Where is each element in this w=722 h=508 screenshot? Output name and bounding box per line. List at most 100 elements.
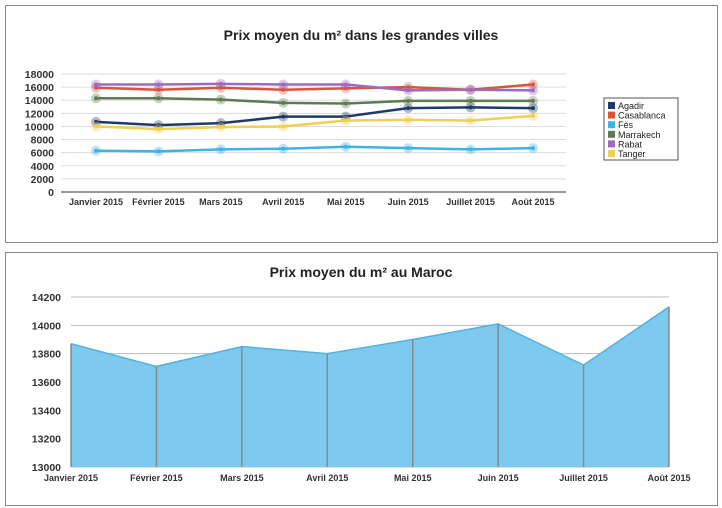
legend-swatch xyxy=(608,121,615,129)
chart-title: Prix moyen du m² dans les grandes villes xyxy=(224,27,499,43)
data-point-center xyxy=(531,82,535,87)
morocco-price-chart-panel: Prix moyen du m² au Maroc 13000 13200 1340… xyxy=(5,252,718,506)
legend-label: Marrakech xyxy=(618,130,661,140)
legend-swatch xyxy=(608,130,615,138)
data-point-center xyxy=(468,147,473,152)
series-line-fès xyxy=(95,145,534,153)
data-point-center xyxy=(531,98,535,103)
data-point-center xyxy=(468,98,473,103)
data-point-center xyxy=(531,88,535,93)
data-point-center xyxy=(406,85,411,90)
y-tick-label: 13000 xyxy=(32,462,61,474)
y-tick-label: 2000 xyxy=(31,174,55,186)
x-tick-label: Juillet 2015 xyxy=(446,197,495,207)
x-tick-label: Avril 2015 xyxy=(306,473,348,483)
data-point-center xyxy=(531,113,535,118)
data-point-center xyxy=(531,146,535,151)
x-tick-label: Janvier 2015 xyxy=(69,197,123,207)
data-point-center xyxy=(343,86,348,91)
data-point-center xyxy=(343,82,348,87)
legend-label: Fès xyxy=(618,120,634,130)
x-tick-label: Mars 2015 xyxy=(220,473,264,483)
data-point-center xyxy=(156,96,161,101)
x-tick-label: Août 2015 xyxy=(511,197,554,207)
x-tick-label: Mai 2015 xyxy=(327,197,365,207)
y-tick-label: 10000 xyxy=(25,121,54,133)
legend-box xyxy=(603,97,679,161)
legend-label: Tanger xyxy=(618,149,646,159)
data-point-center xyxy=(218,125,223,130)
data-point-center xyxy=(406,106,411,111)
legend-swatch xyxy=(608,150,615,157)
legend-swatch xyxy=(608,140,615,148)
data-point-center xyxy=(94,96,98,101)
y-tick-label: 14200 xyxy=(32,292,61,304)
x-tick-label: Juillet 2015 xyxy=(559,473,608,483)
x-tick-label: Février 2015 xyxy=(130,473,183,483)
data-point-center xyxy=(218,85,223,90)
data-point-center xyxy=(94,148,98,153)
data-point-center xyxy=(94,82,98,87)
x-tick-label: Janvier 2015 xyxy=(44,473,98,483)
y-tick-label: 13800 xyxy=(32,349,61,361)
data-point-center xyxy=(281,82,286,87)
data-point-center xyxy=(94,85,98,90)
data-point-center xyxy=(156,123,161,128)
y-tick-label: 18000 xyxy=(25,69,54,81)
series-line-tanger xyxy=(95,114,534,131)
city-price-chart-panel: Prix moyen du m² dans les grandes villes… xyxy=(5,5,718,243)
legend-label: Rabat xyxy=(618,139,643,149)
data-point-center xyxy=(281,87,286,92)
data-point-center xyxy=(406,117,411,122)
series-line-agadir xyxy=(95,106,534,127)
city-price-chart: Prix moyen du m² dans les grandes villes… xyxy=(25,27,679,207)
data-point-center xyxy=(218,81,223,86)
series-line-rabat xyxy=(96,82,534,92)
y-tick-label: 8000 xyxy=(31,135,55,147)
data-point-center xyxy=(218,97,223,102)
legend-label: Casablanca xyxy=(618,111,666,121)
data-point-center xyxy=(218,147,223,152)
legend-swatch xyxy=(608,102,615,109)
x-tick-label: Juin 2015 xyxy=(388,197,429,207)
x-tick-label: Juin 2015 xyxy=(478,473,519,483)
data-point-center xyxy=(281,114,286,119)
data-point-center xyxy=(281,100,286,105)
data-point-center xyxy=(156,149,161,154)
y-tick-label: 16000 xyxy=(25,82,54,94)
data-point-center xyxy=(281,146,286,151)
y-tick-label: 0 xyxy=(48,187,54,199)
y-tick-label: 13600 xyxy=(32,377,61,389)
y-tick-label: 14000 xyxy=(32,320,61,332)
x-tick-label: Avril 2015 xyxy=(262,197,304,207)
y-tick-label: 13200 xyxy=(32,434,61,446)
legend-swatch xyxy=(608,111,615,119)
data-point-center xyxy=(406,146,411,151)
data-point-center xyxy=(343,144,348,149)
data-point-center xyxy=(343,101,348,106)
data-point-center xyxy=(406,88,411,93)
data-point-center xyxy=(156,82,161,87)
x-tick-label: Mars 2015 xyxy=(199,197,243,207)
y-tick-label: 4000 xyxy=(31,161,55,173)
x-tick-label: Février 2015 xyxy=(132,197,185,207)
data-point-center xyxy=(343,118,348,123)
data-point-center xyxy=(156,127,161,132)
morocco-price-chart: Prix moyen du m² au Maroc 13000 13200 1340… xyxy=(32,264,691,483)
y-tick-label: 12000 xyxy=(25,108,54,120)
area-line xyxy=(70,306,670,368)
y-tick-label: 13400 xyxy=(32,405,61,417)
area-fill xyxy=(71,306,669,467)
x-tick-label: Août 2015 xyxy=(647,473,690,483)
data-point-center xyxy=(531,106,535,111)
data-point-center xyxy=(281,124,286,129)
data-point-center xyxy=(468,87,473,92)
x-tick-label: Mai 2015 xyxy=(394,473,432,483)
data-point-center xyxy=(94,124,98,129)
data-point-center xyxy=(94,119,98,124)
series-line-marrakech xyxy=(96,97,533,105)
data-point-center xyxy=(343,114,348,119)
legend-label: Agadir xyxy=(618,101,644,111)
data-point-center xyxy=(156,87,161,92)
y-tick-label: 6000 xyxy=(31,148,55,160)
